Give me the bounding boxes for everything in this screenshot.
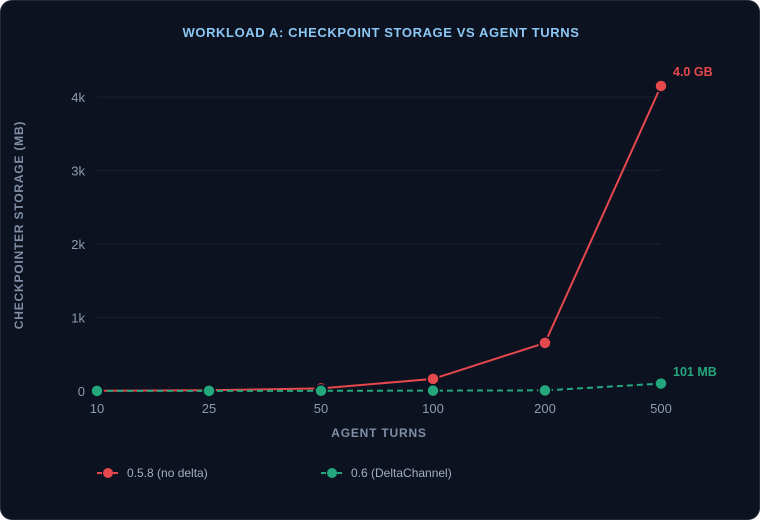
x-tick-label: 200 [534, 401, 556, 416]
chart-title: WORKLOAD A: CHECKPOINT STORAGE VS AGENT … [182, 25, 579, 40]
series-line [97, 382, 662, 392]
data-point [426, 372, 440, 386]
legend: 0.5.8 (no delta) 0.6 (DeltaChannel) [97, 466, 452, 480]
y-axis-ticks: 0 1k 2k 3k 4k [71, 90, 85, 399]
x-tick-label: 50 [314, 401, 328, 416]
series-end-label: 4.0 GB [673, 65, 713, 79]
data-point [654, 79, 668, 93]
legend-label: 0.5.8 (no delta) [127, 466, 208, 480]
series-line [96, 85, 662, 392]
y-axis-title: CHECKPOINTER STORAGE (MB) [12, 121, 26, 329]
y-tick-label: 1k [71, 311, 85, 326]
x-tick-label: 10 [90, 401, 104, 416]
y-tick-label: 0 [78, 384, 85, 399]
data-point [314, 384, 328, 398]
x-axis-title: AGENT TURNS [331, 426, 426, 440]
grid-lines [97, 96, 661, 318]
x-tick-label: 100 [422, 401, 444, 416]
y-tick-label: 4k [71, 90, 85, 105]
y-tick-label: 2k [71, 237, 85, 252]
data-point [538, 336, 552, 350]
data-point [426, 383, 440, 398]
data-point [654, 376, 668, 391]
data-point [90, 384, 104, 398]
legend-marker [327, 468, 337, 478]
data-point [202, 384, 216, 398]
y-tick-label: 3k [71, 164, 85, 179]
series-layer: 4.0 GB 101 MB [90, 65, 717, 398]
series-end-label: 101 MB [673, 365, 717, 379]
data-point [538, 383, 552, 398]
legend-marker [103, 468, 113, 478]
x-tick-label: 500 [650, 401, 672, 416]
legend-label: 0.6 (DeltaChannel) [351, 466, 452, 480]
x-axis-ticks: 10 25 50 100 200 500 [90, 401, 672, 416]
x-tick-label: 25 [202, 401, 216, 416]
